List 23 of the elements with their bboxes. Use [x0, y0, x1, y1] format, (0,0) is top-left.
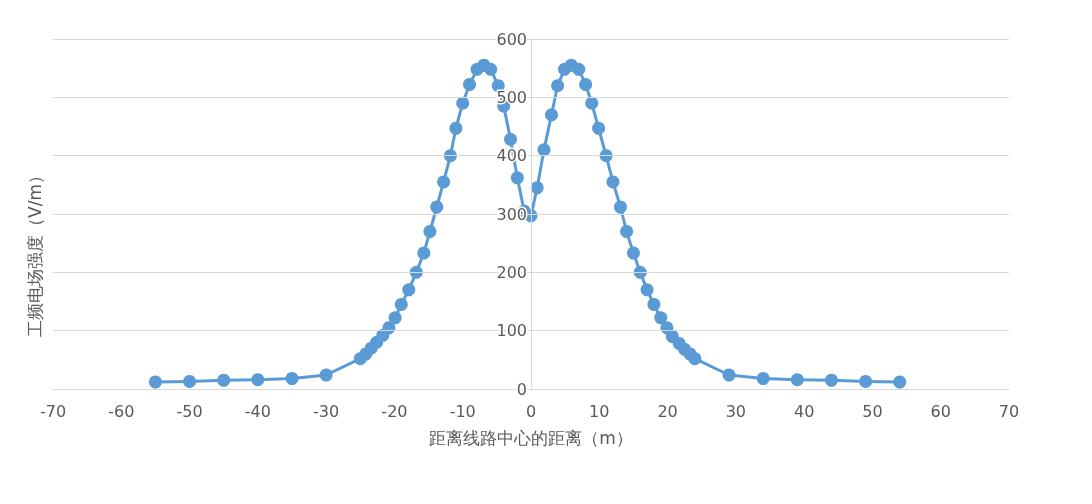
- y-tick-label: 100: [496, 321, 527, 341]
- y-tick-label: 600: [496, 29, 527, 49]
- x-tick-label: 10: [589, 401, 610, 421]
- y-tick-label: 200: [496, 262, 527, 282]
- x-tick-label: -70: [39, 401, 67, 421]
- x-tick-label: -30: [313, 401, 340, 421]
- x-tick-label: -40: [244, 401, 271, 421]
- x-tick-label: 50: [862, 401, 883, 421]
- x-tick-label: -20: [381, 401, 408, 421]
- x-axis-title: 距离线路中心的距离（m）: [429, 427, 633, 448]
- x-tick-label: 20: [657, 401, 678, 421]
- x-tick-label: -10: [449, 401, 476, 421]
- x-tick-label: 60: [930, 401, 951, 421]
- y-tick-label: 400: [496, 146, 527, 166]
- y-tick-label: 500: [496, 87, 527, 107]
- x-tick-label: 40: [793, 401, 815, 421]
- x-tick-label: -60: [108, 401, 135, 421]
- y-axis-title: 工频电场强度（V/m）: [24, 167, 45, 337]
- x-tick-label: 30: [725, 401, 747, 421]
- y-tick-label: 0: [516, 379, 527, 399]
- x-tick-label: -50: [176, 401, 203, 421]
- x-tick-label: 70: [998, 401, 1020, 421]
- y-tick-label: 300: [496, 204, 527, 224]
